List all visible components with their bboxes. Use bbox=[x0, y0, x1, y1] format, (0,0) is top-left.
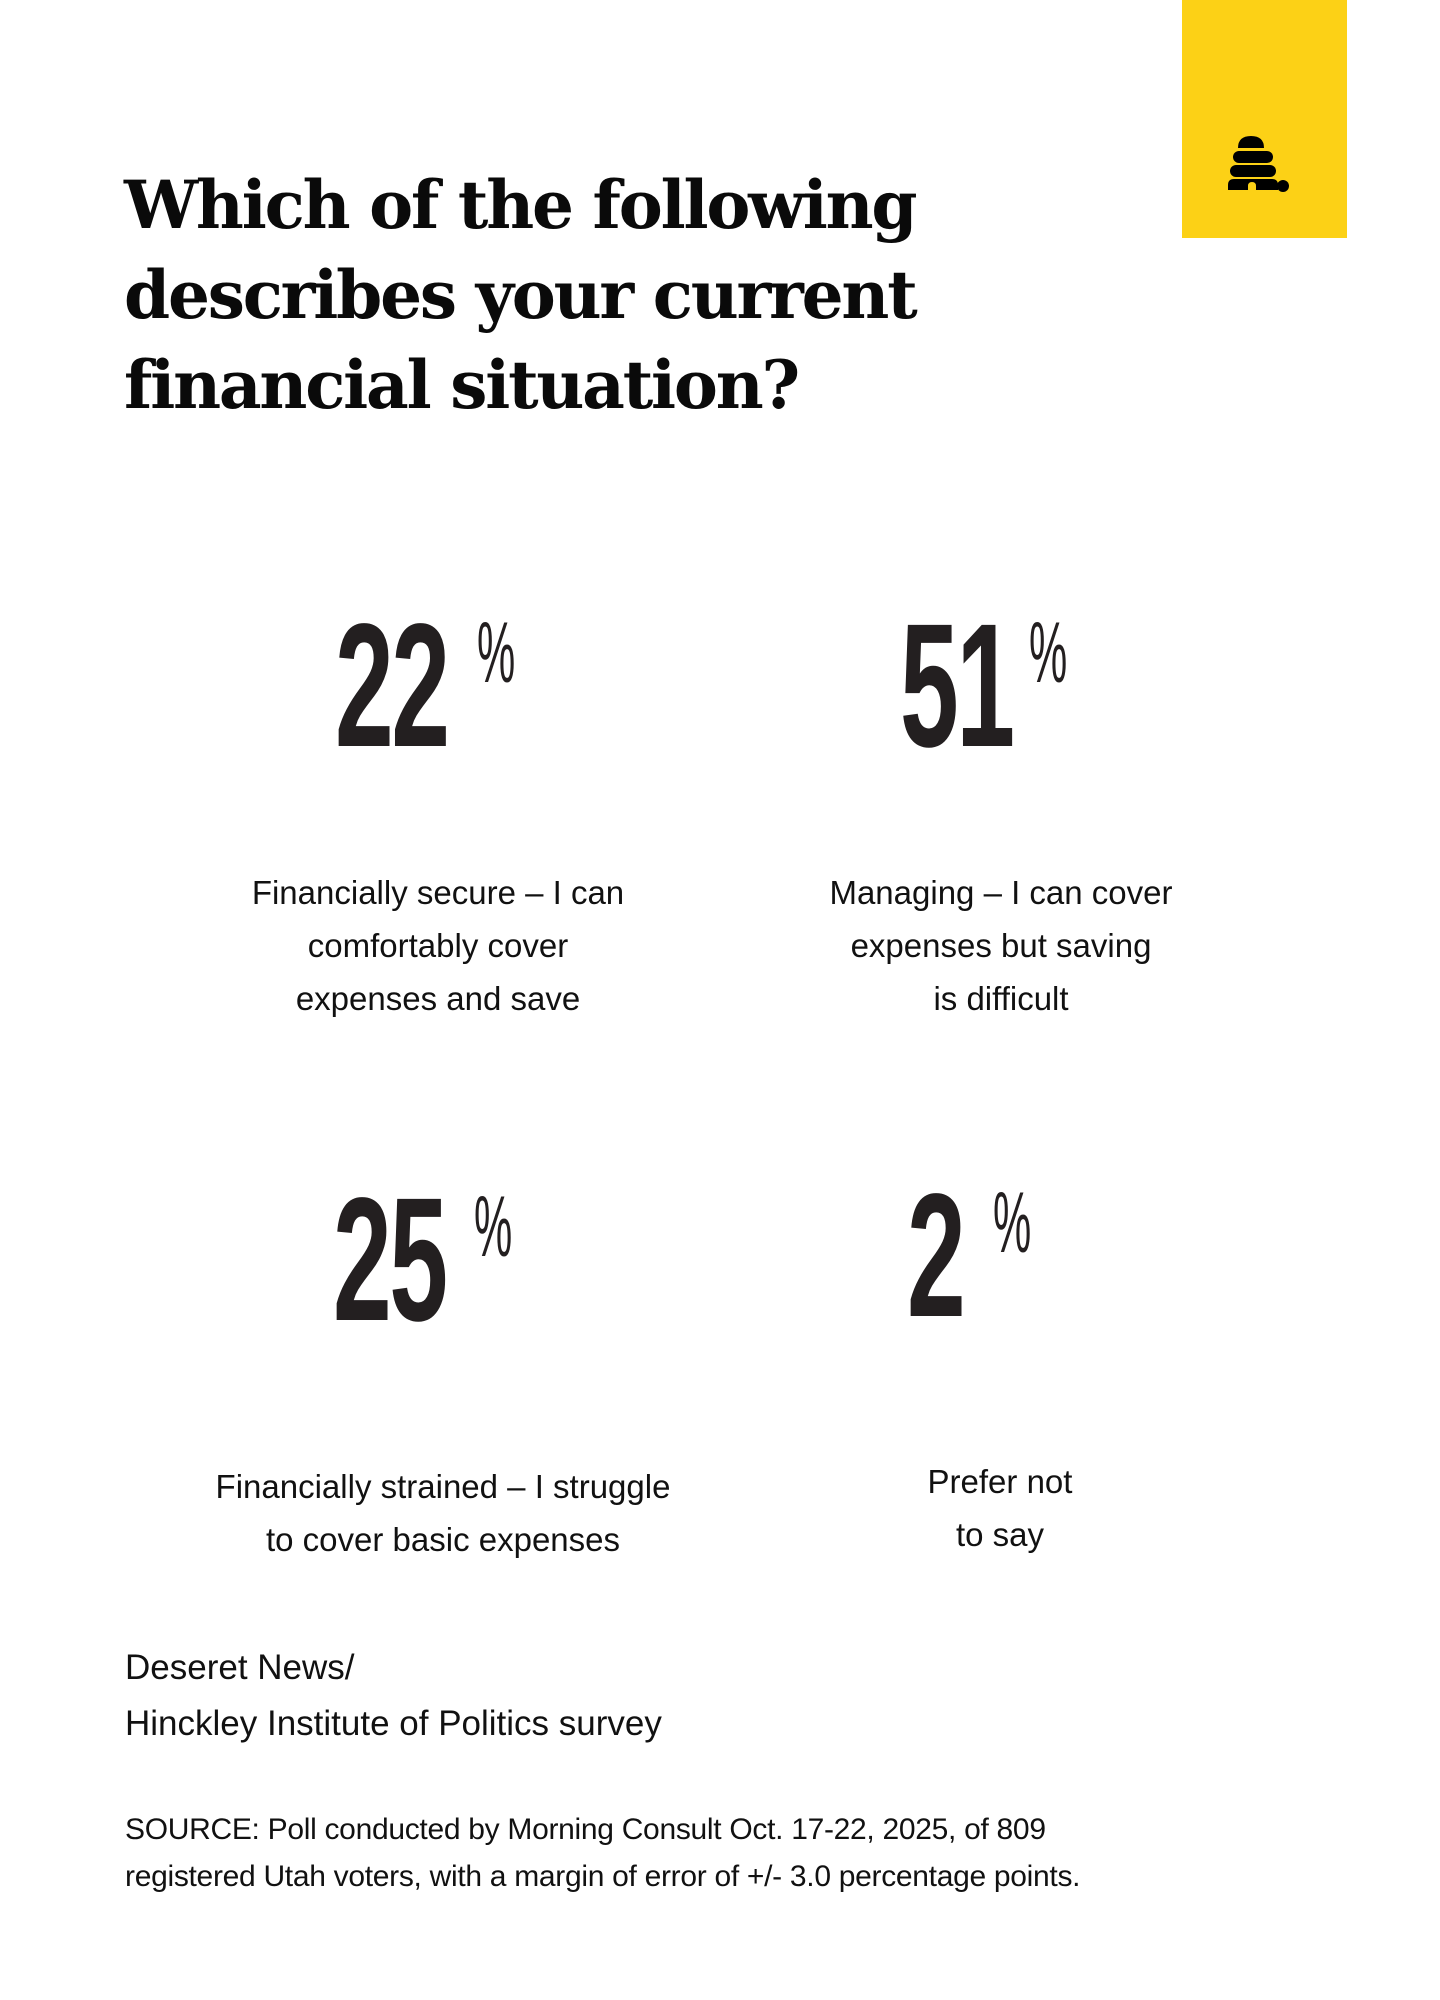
label-managing: Managing – I can cover expenses but savi… bbox=[751, 866, 1251, 1025]
label-line: is difficult bbox=[933, 980, 1069, 1017]
label-line: Financially secure – I can bbox=[251, 874, 625, 911]
source-line: SOURCE: Poll conducted by Morning Consul… bbox=[125, 1813, 1046, 1846]
label-line: comfortably cover bbox=[307, 927, 569, 964]
title-line: Which of the following bbox=[124, 166, 918, 244]
percent-sign: % bbox=[477, 605, 516, 701]
label-line: to cover basic expenses bbox=[265, 1521, 621, 1558]
percent-value-25: 25 bbox=[333, 1162, 448, 1358]
label-line: Financially strained – I struggle bbox=[215, 1468, 671, 1505]
label-line: Managing – I can cover bbox=[829, 874, 1173, 911]
label-prefer-not-to-say: Prefer not to say bbox=[800, 1455, 1200, 1561]
title-line: describes your current bbox=[124, 256, 918, 334]
percent-sign: % bbox=[993, 1175, 1032, 1271]
label-line: expenses and save bbox=[295, 980, 581, 1017]
percent-sign: % bbox=[1029, 605, 1068, 701]
label-financially-strained: Financially strained – I struggle to cov… bbox=[143, 1460, 743, 1566]
label-line: to say bbox=[955, 1516, 1045, 1553]
label-line: expenses but saving bbox=[850, 927, 1152, 964]
beehive-logo-icon bbox=[1228, 136, 1289, 192]
percent-value-2: 2 bbox=[907, 1158, 966, 1354]
percent-value-22: 22 bbox=[335, 588, 450, 784]
attribution-line: Deseret News/ bbox=[125, 1648, 355, 1687]
attribution-line: Hinckley Institute of Politics survey bbox=[125, 1704, 662, 1743]
title-line: financial situation? bbox=[124, 346, 800, 424]
label-financially-secure: Financially secure – I can comfortably c… bbox=[188, 866, 688, 1025]
attribution: Deseret News/ Hinckley Institute of Poli… bbox=[125, 1640, 662, 1752]
label-line: Prefer not bbox=[927, 1463, 1073, 1500]
source-note: SOURCE: Poll conducted by Morning Consul… bbox=[125, 1806, 1081, 1900]
percent-sign: % bbox=[474, 1179, 513, 1275]
percent-value-51: 51 bbox=[900, 588, 1015, 784]
chart-title: Which of the following describes your cu… bbox=[124, 160, 944, 430]
logo-badge bbox=[1182, 0, 1347, 238]
source-line: registered Utah voters, with a margin of… bbox=[125, 1860, 1081, 1893]
